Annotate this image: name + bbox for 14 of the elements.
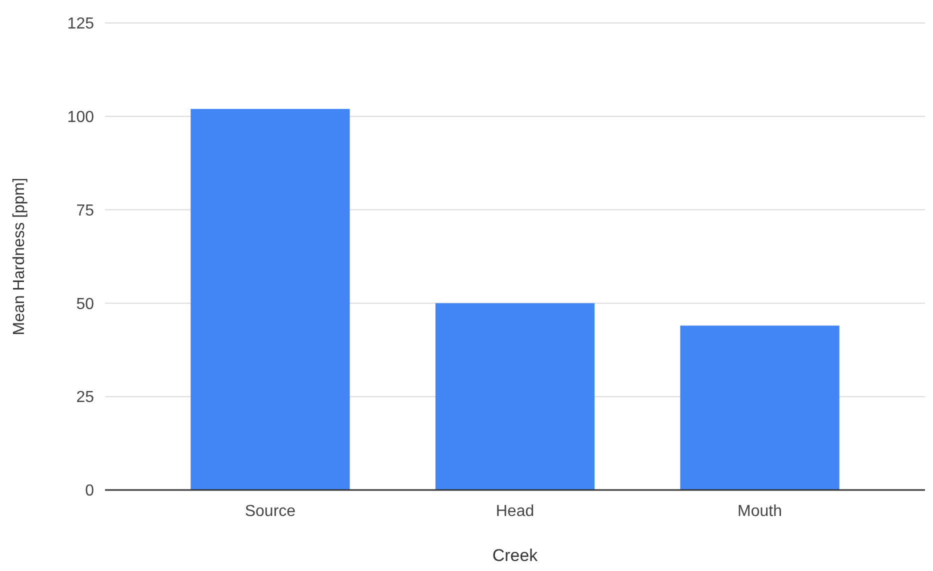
y-tick-label: 100 [67,109,94,126]
y-axis-title: Mean Hardness [ppm] [11,178,28,336]
y-tick-label: 75 [76,202,94,220]
x-tick-label: Source [244,503,296,520]
y-tick-label: 0 [85,482,94,500]
y-tick-label: 50 [76,296,94,313]
y-tick-label: 25 [76,389,94,406]
bar [190,108,350,490]
y-tick-label: 125 [67,16,94,33]
bar [680,326,840,490]
x-tick-label: Head [496,503,534,520]
x-tick-label: Mouth [738,503,782,520]
bar [435,303,595,490]
x-axis-title: Creek [492,546,538,565]
